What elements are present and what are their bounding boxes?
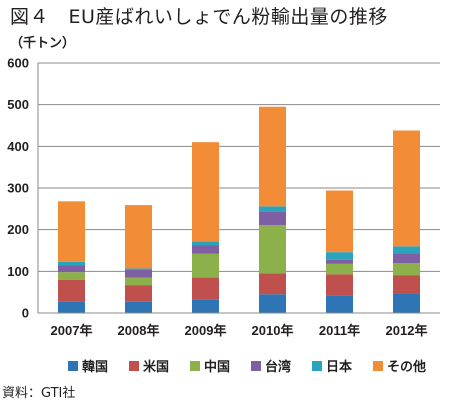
legend-swatch [190,361,200,371]
y-tick-label: 200 [7,222,29,237]
legend-label: 中国 [204,359,230,375]
bar-segment-4-5 [326,259,353,264]
bar-segment-5-5 [326,252,353,260]
bar-segment-2-3 [192,277,219,300]
legend-label: 日本 [326,359,352,375]
bar-segment-5-3 [192,241,219,246]
x-tick-label: 2007年 [51,323,93,338]
bar-segment-4-4 [259,211,286,226]
bar-segment-4-3 [192,245,219,254]
bar-segment-6-1 [58,201,85,262]
bar-segment-4-6 [393,253,420,263]
legend-swatch [129,361,139,371]
chart-title: 図４ EU産ばれいしょでん粉輸出量の推移 [10,6,388,28]
y-tick-label: 0 [22,306,29,321]
bar-segment-4-2 [125,269,152,278]
source-note: 資料：GTI社 [2,386,76,401]
x-tick-label: 2008年 [118,323,160,338]
bar-segment-2-5 [326,274,353,296]
bar-segment-4-1 [58,265,85,273]
legend-label: 韓国 [82,359,108,375]
bar-segment-6-2 [125,205,152,269]
bar-segment-3-1 [58,272,85,280]
legend-swatch [373,361,383,371]
x-tick-label: 2011年 [319,323,360,338]
x-tick-label: 2012年 [386,323,428,338]
y-tick-label: 300 [7,181,29,196]
x-tick-label: 2009年 [185,323,227,338]
legend-label: 台湾 [265,359,291,375]
bar-segment-3-3 [192,253,219,278]
bar-segment-3-2 [125,277,152,286]
bar-segment-5-2 [125,268,152,270]
y-tick-label: 400 [7,139,29,154]
bar-segment-2-1 [58,279,85,302]
bar-segment-5-4 [259,206,286,212]
legend-label: その他 [387,359,426,375]
bar-segment-5-1 [58,261,85,266]
bar-segment-6-6 [393,130,420,247]
axes: 0 100 200 300 400 500 600 2007年 2008年 2009年 2010年 2… [7,56,440,338]
bar-segment-6-3 [192,142,219,242]
bar-segment-1-1 [58,301,85,313]
bars [58,106,420,313]
y-tick-label: 100 [7,264,29,279]
bar-segment-2-2 [125,285,152,302]
bar-segment-3-4 [259,225,286,274]
bar-segment-3-5 [326,263,353,275]
bar-segment-1-4 [259,294,286,313]
bar-segment-1-5 [326,295,353,313]
legend: 韓国 米国 中国 台湾 日本 その他 [68,359,426,375]
bar-segment-2-4 [259,273,286,295]
bar-segment-6-5 [326,190,353,253]
y-tick-label: 600 [7,56,29,71]
gridlines [38,62,440,272]
bar-segment-2-6 [393,275,420,294]
y-axis-unit-label: （千トン） [10,36,76,51]
bar-segment-1-3 [192,299,219,313]
bar-segment-6-4 [259,106,286,207]
legend-swatch [68,361,78,371]
y-tick-label: 500 [7,97,29,112]
bar-segment-3-6 [393,263,420,276]
x-tick-label: 2010年 [252,323,294,338]
legend-swatch [251,361,261,371]
bar-segment-1-6 [393,293,420,313]
legend-label: 米国 [143,359,169,375]
bar-segment-1-2 [125,301,152,313]
legend-swatch [312,361,322,371]
bar-segment-5-6 [393,246,420,254]
